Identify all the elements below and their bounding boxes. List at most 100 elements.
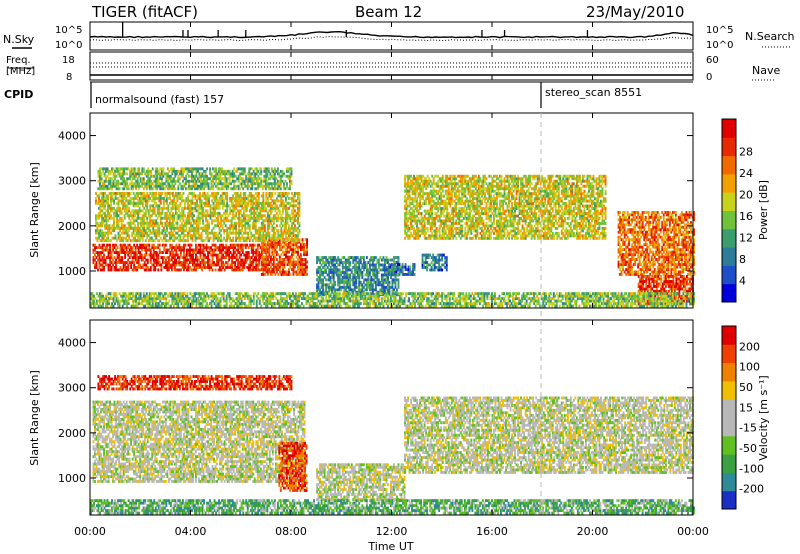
echo-cell	[289, 258, 292, 261]
echo-cell	[425, 199, 428, 203]
echo-cell	[285, 270, 287, 274]
echo-cell	[249, 268, 252, 272]
echo-cell	[438, 261, 441, 264]
echo-cell	[94, 246, 96, 250]
echo-cell	[157, 179, 160, 183]
echo-cell	[113, 266, 116, 269]
echo-cell	[292, 270, 295, 274]
echo-cell	[149, 266, 152, 269]
echo-cell	[164, 236, 167, 240]
echo-cell	[100, 253, 102, 257]
echo-cell	[146, 192, 149, 195]
echo-cell	[292, 245, 295, 249]
echo-cell	[250, 256, 253, 259]
echo-cell	[286, 258, 289, 261]
echo-cell	[271, 204, 274, 208]
echo-cell	[149, 256, 152, 259]
echo-cell	[202, 219, 205, 223]
echo-cell	[289, 245, 292, 249]
echo-cell	[157, 246, 160, 250]
echo-cell	[228, 246, 231, 250]
echo-cell	[228, 177, 231, 181]
echo-cell	[268, 250, 271, 254]
echo-cell	[178, 261, 181, 264]
echo-cell	[407, 179, 410, 183]
echo-cell	[282, 245, 284, 249]
echo-cell	[157, 263, 160, 267]
echo-cell	[235, 258, 238, 262]
echo-cell	[204, 261, 207, 264]
echo-cell	[275, 268, 278, 271]
echo-cell	[317, 256, 320, 259]
echo-cell	[149, 216, 152, 220]
echo-cell	[123, 169, 126, 173]
echo-cell	[202, 266, 205, 269]
echo-cell	[145, 253, 148, 257]
echo-cell	[164, 263, 167, 267]
echo-cell	[117, 231, 120, 235]
echo-cell	[362, 268, 365, 272]
echo-cell	[265, 246, 268, 250]
echo-cell	[291, 243, 293, 247]
echo-cell	[177, 206, 180, 210]
echo-cell	[208, 239, 211, 243]
echo-cell	[141, 184, 144, 188]
echo-cell	[253, 194, 256, 198]
echo-cell	[267, 184, 270, 188]
echo-cell	[127, 187, 130, 191]
echo-cell	[338, 268, 341, 272]
echo-cell	[151, 182, 154, 186]
echo-cell	[286, 182, 288, 186]
echo-cell	[97, 258, 99, 262]
echo-cell	[220, 253, 223, 257]
echo-cell	[94, 248, 96, 252]
echo-cell	[145, 248, 148, 252]
echo-cell	[176, 256, 179, 259]
echo-cell	[274, 240, 277, 244]
echo-cell	[243, 169, 246, 173]
echo-cell	[264, 187, 267, 191]
echo-cell	[203, 187, 206, 191]
echo-cell	[222, 246, 225, 250]
echo-cell	[226, 261, 229, 264]
echo-cell	[116, 256, 119, 259]
echo-cell	[132, 192, 135, 195]
echo-cell	[286, 273, 289, 276]
echo-cell	[173, 239, 176, 243]
echo-cell	[250, 268, 253, 272]
echo-cell	[231, 256, 234, 259]
echo-cell	[187, 253, 190, 257]
echo-cell	[124, 243, 127, 247]
echo-cell	[282, 265, 284, 269]
echo-cell	[421, 258, 424, 262]
echo-cell	[298, 229, 301, 233]
echo-cell	[200, 231, 203, 235]
echo-cell	[120, 209, 123, 213]
echo-cell	[122, 251, 125, 254]
echo-cell	[411, 179, 414, 183]
echo-cell	[193, 268, 196, 272]
echo-cell	[182, 172, 184, 176]
echo-cell	[102, 221, 105, 225]
echo-cell	[176, 224, 179, 228]
echo-cell	[172, 256, 175, 259]
echo-cell	[189, 258, 191, 262]
echo-cell	[124, 263, 127, 267]
echo-cell	[231, 268, 234, 272]
echo-cell	[371, 283, 374, 287]
echo-cell	[218, 231, 221, 235]
echo-cell	[166, 266, 169, 269]
echo-cell	[346, 271, 349, 274]
echo-cell	[196, 256, 199, 259]
echo-cell	[94, 266, 96, 269]
echo-cell	[239, 239, 242, 243]
echo-cell	[148, 268, 151, 272]
echo-cell	[125, 251, 128, 254]
echo-cell	[283, 184, 285, 188]
echo-cell	[237, 251, 240, 254]
echo-cell	[158, 226, 161, 230]
echo-cell	[148, 248, 151, 252]
echo-cell	[103, 261, 106, 264]
echo-cell	[100, 177, 103, 181]
